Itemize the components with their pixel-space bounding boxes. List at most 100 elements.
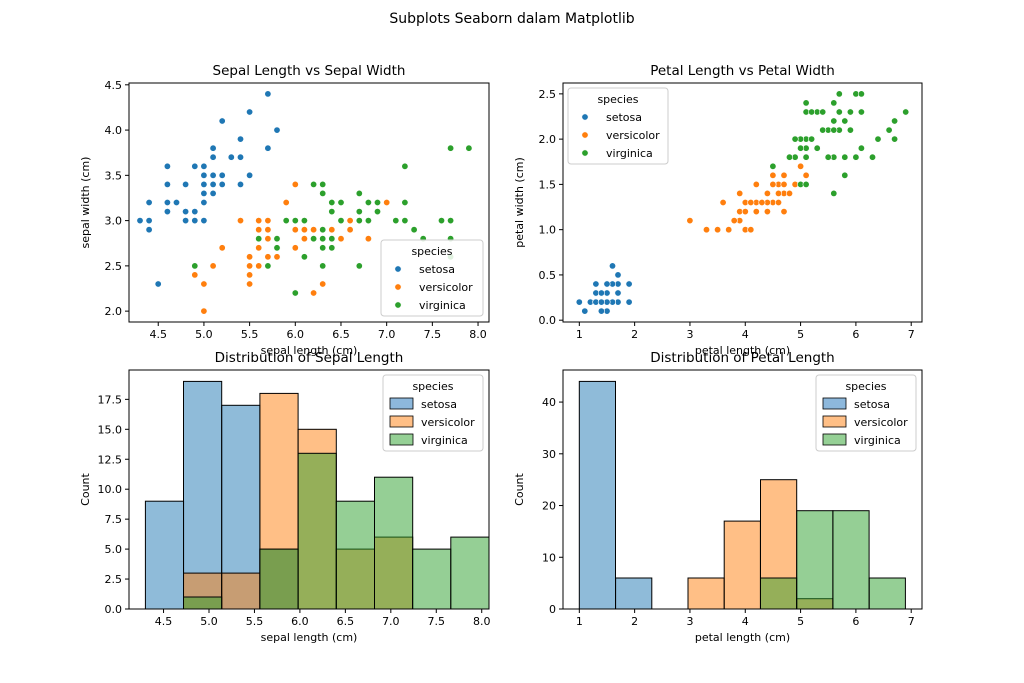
petal-histogram-ytick-label: 20 — [542, 500, 556, 513]
sepal-scatter-point-setosa — [218, 117, 226, 125]
sepal-scatter-point-setosa — [246, 108, 254, 116]
petal-histogram-xtick-label: 2 — [631, 615, 638, 628]
petal-scatter-ytick-label: 1.0 — [539, 224, 557, 237]
petal-scatter-title: Petal Length vs Petal Width — [650, 63, 835, 79]
petal-histogram-ytick-label: 10 — [542, 551, 556, 564]
sepal-scatter-point-versicolor — [346, 226, 354, 234]
sepal-histogram-bar-virginica — [183, 596, 223, 610]
sepal-scatter-axes-frame — [128, 82, 490, 323]
petal-scatter-point-versicolor — [774, 189, 782, 197]
sepal-scatter-legend: species setosa versicolor virginica — [380, 239, 484, 317]
petal-scatter-legend: species setosa versicolor virginica — [567, 87, 669, 165]
sepal-scatter-point-versicolor — [237, 217, 245, 225]
sepal-scatter-point-setosa — [264, 144, 272, 152]
petal-scatter-xtick-label: 5 — [797, 328, 804, 341]
sepal-histogram-xtick-label: 5.0 — [200, 615, 218, 628]
sepal-scatter-point-versicolor — [191, 271, 199, 279]
sepal-scatter-point-versicolor — [264, 253, 272, 261]
sepal-scatter-point-setosa — [218, 171, 226, 179]
sepal-scatter-point-virginica — [447, 217, 455, 225]
petal-scatter-point-versicolor — [785, 189, 793, 197]
petal-scatter-point-setosa — [597, 307, 605, 315]
petal-scatter-point-virginica — [857, 144, 865, 152]
sepal-scatter-point-versicolor — [264, 235, 272, 243]
petal-scatter-point-virginica — [841, 153, 849, 161]
petal-scatter-point-versicolor — [752, 208, 760, 216]
sepal-histogram-ytick-label: 2.5 — [105, 573, 123, 586]
petal-histogram-plot: 1 2 3 4 5 6 7 0 10 20 30 40 Distribution of Petal Le… — [513, 350, 923, 644]
sepal-scatter-point-versicolor — [264, 217, 272, 225]
sepal-scatter-point-virginica — [310, 235, 318, 243]
petal-scatter-ylabel: petal width (cm) — [513, 157, 526, 248]
legend-label-setosa: setosa — [606, 111, 642, 124]
petal-scatter-xtick-label: 6 — [852, 328, 859, 341]
sepal-scatter-ylabel: sepal width (cm) — [79, 157, 92, 249]
sepal-scatter-point-virginica — [337, 199, 345, 207]
petal-scatter-point-setosa — [592, 280, 600, 288]
sepal-scatter-title: Sepal Length vs Sepal Width — [213, 63, 406, 79]
petal-histogram-ytick-label: 40 — [542, 396, 556, 409]
sepal-scatter-point-versicolor — [273, 253, 281, 261]
sepal-scatter-point-setosa — [246, 171, 254, 179]
petal-scatter-xtick-label: 3 — [686, 328, 693, 341]
legend-swatch-setosa — [822, 397, 847, 410]
petal-scatter-point-setosa — [625, 298, 633, 306]
petal-scatter-point-versicolor — [702, 226, 710, 234]
petal-scatter-plot: 1 2 3 4 5 6 7 0.0 0.5 1.0 1.5 2.0 2.5 Petal Length vs… — [513, 63, 923, 357]
petal-scatter-point-virginica — [808, 108, 816, 116]
sepal-scatter-point-virginica — [291, 289, 299, 297]
sepal-scatter-point-versicolor — [200, 307, 208, 315]
sepal-histogram-xtick-label: 4.5 — [155, 615, 173, 628]
sepal-scatter-point-versicolor — [255, 262, 263, 270]
petal-histogram-bar-versicolor — [687, 577, 725, 610]
legend-swatch-virginica — [822, 433, 847, 446]
petal-histogram-bar-virginica — [868, 577, 906, 610]
petal-scatter-point-virginica — [830, 126, 838, 134]
sepal-scatter-point-virginica — [364, 217, 372, 225]
sepal-scatter-point-setosa — [191, 217, 199, 225]
petal-scatter-point-setosa — [597, 289, 605, 297]
petal-scatter-point-versicolor — [686, 217, 694, 225]
petal-scatter-point-versicolor — [752, 180, 760, 188]
sepal-scatter-point-virginica — [282, 217, 290, 225]
petal-histogram-xtick-label: 1 — [576, 615, 583, 628]
petal-histogram-axes-frame — [562, 369, 923, 610]
sepal-histogram-ylabel: Count — [79, 472, 92, 505]
petal-scatter-ytick-label: 2.5 — [539, 88, 557, 101]
petal-scatter-point-virginica — [868, 153, 876, 161]
sepal-scatter-point-versicolor — [364, 235, 372, 243]
sepal-scatter-point-setosa — [209, 180, 217, 188]
petal-scatter-point-virginica — [841, 117, 849, 125]
sepal-scatter-point-virginica — [373, 199, 381, 207]
sepal-scatter-point-virginica — [355, 189, 363, 197]
petal-scatter-point-virginica — [835, 108, 843, 116]
legend-swatch-virginica — [389, 433, 414, 446]
figure-suptitle: Subplots Seaborn dalam Matplotlib — [389, 11, 635, 27]
petal-scatter-point-versicolor — [769, 171, 777, 179]
petal-scatter-point-virginica — [802, 99, 810, 107]
petal-scatter-point-setosa — [614, 271, 622, 279]
legend-marker-setosa — [394, 265, 402, 273]
sepal-scatter-xtick-label: 6.0 — [287, 328, 305, 341]
sepal-scatter-point-virginica — [355, 208, 363, 216]
sepal-scatter-point-virginica — [291, 217, 299, 225]
petal-scatter-ytick-label: 2.0 — [539, 133, 557, 146]
sepal-scatter-point-virginica — [319, 226, 327, 234]
sepal-histogram-bar-virginica — [335, 500, 375, 610]
petal-histogram-bar-versicolor — [723, 520, 761, 610]
sepal-histogram-xtick-label: 6.0 — [291, 615, 309, 628]
petal-scatter-point-setosa — [614, 289, 622, 297]
sepal-scatter-point-setosa — [145, 217, 153, 225]
sepal-scatter-point-setosa — [191, 162, 199, 170]
petal-scatter-point-virginica — [785, 153, 793, 161]
sepal-scatter-point-virginica — [401, 162, 409, 170]
petal-histogram-ytick-label: 30 — [542, 448, 556, 461]
sepal-scatter-point-setosa — [145, 199, 153, 207]
sepal-histogram-bar-virginica — [259, 548, 299, 610]
sepal-scatter-point-virginica — [355, 262, 363, 270]
petal-scatter-point-virginica — [791, 135, 799, 143]
sepal-scatter-xtick-label: 5.0 — [195, 328, 213, 341]
petal-scatter-point-virginica — [841, 171, 849, 179]
petal-scatter-point-virginica — [802, 180, 810, 188]
